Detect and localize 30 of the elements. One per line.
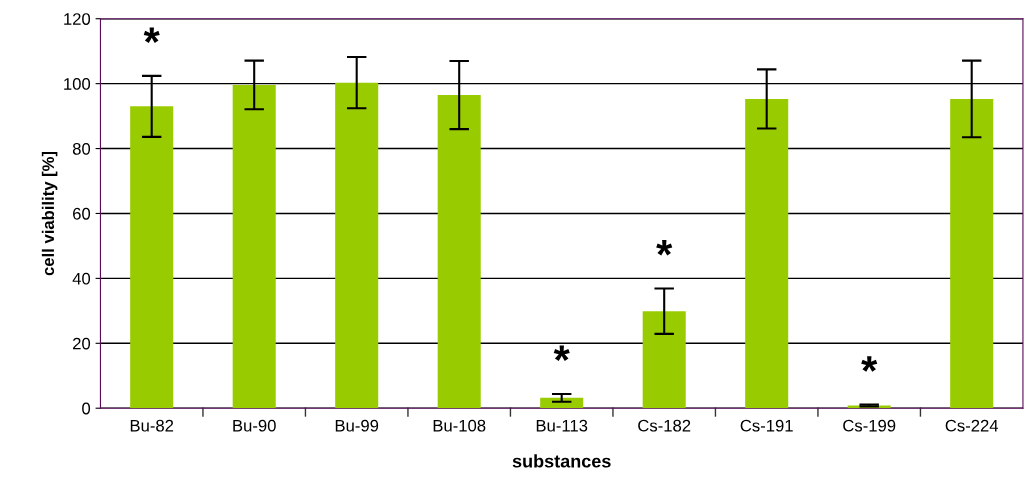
bar xyxy=(950,98,994,409)
y-tick-label: 0 xyxy=(82,402,91,415)
y-tick-label: 60 xyxy=(73,207,91,220)
x-tick-label: Bu-108 xyxy=(433,419,486,432)
annotation: * xyxy=(143,27,160,43)
x-tick-label: Cs-224 xyxy=(945,419,999,432)
x-tick-label: Cs-182 xyxy=(638,419,691,432)
y-axis-title: cell viability [%] xyxy=(41,151,58,276)
x-tick-label: Cs-199 xyxy=(843,419,896,432)
y-tick-label: 120 xyxy=(64,13,91,25)
x-tick-label: Cs-191 xyxy=(740,419,793,432)
annotation: * xyxy=(553,345,570,361)
bar xyxy=(437,95,481,409)
x-tick-label: Bu-99 xyxy=(335,419,379,432)
x-tick-label: Bu-82 xyxy=(130,419,174,432)
bar xyxy=(130,106,174,409)
bar xyxy=(745,98,789,409)
bar xyxy=(335,82,379,409)
bar xyxy=(540,397,584,409)
y-tick-label: 40 xyxy=(72,272,91,285)
y-tick-label: 100 xyxy=(64,78,91,90)
bar xyxy=(642,311,686,409)
x-tick-label: Bu-113 xyxy=(536,419,588,432)
x-axis-title: substances xyxy=(512,454,611,468)
bar xyxy=(232,84,276,409)
annotation: * xyxy=(656,240,673,256)
x-tick-label: Bu-90 xyxy=(233,419,276,432)
annotation: * xyxy=(861,356,878,372)
y-tick-label: 20 xyxy=(73,337,91,350)
y-tick-label: 80 xyxy=(72,142,91,155)
